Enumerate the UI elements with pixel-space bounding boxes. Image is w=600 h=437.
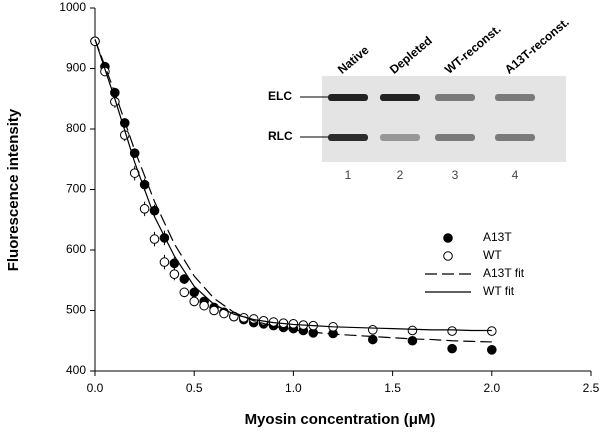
y-tick-label: 400	[66, 363, 86, 377]
data-point	[407, 335, 418, 346]
data-point	[367, 325, 378, 335]
data-point	[179, 287, 190, 298]
fit-line	[94, 39, 492, 343]
x-tick-label: 2.5	[583, 381, 600, 395]
data-point	[159, 233, 170, 243]
data-point	[189, 296, 199, 307]
y-tick-label: 500	[66, 303, 86, 317]
legend-label: WT	[483, 248, 502, 262]
x-tick-label: 1.5	[384, 381, 401, 395]
y-tick-label: 1000	[59, 0, 86, 14]
gel-band	[495, 134, 535, 141]
data-point	[199, 300, 209, 311]
gel-band	[380, 134, 420, 141]
data-point	[447, 326, 457, 336]
data-point	[407, 325, 418, 336]
gel-band	[328, 94, 368, 101]
gel-band	[495, 94, 535, 101]
gel-column-label: Depleted	[387, 33, 435, 76]
data-point	[209, 305, 219, 316]
gel-lane-number: 4	[512, 168, 519, 182]
gel-lane-number: 3	[452, 168, 459, 182]
gel-lane-number: 1	[345, 168, 352, 182]
legend-marker	[443, 233, 453, 243]
gel-lane-number: 2	[397, 168, 404, 182]
data-point	[169, 269, 180, 280]
gel-row-label: ELC	[268, 89, 292, 103]
gel-column-label: Native	[335, 43, 372, 77]
x-tick-label: 1.0	[285, 381, 302, 395]
data-point	[159, 257, 170, 267]
data-point	[487, 326, 497, 336]
x-tick-label: 0.0	[87, 381, 104, 395]
gel-band	[328, 134, 368, 141]
x-axis-title: Myosin concentration (μM)	[245, 411, 436, 428]
gel-band	[435, 134, 475, 141]
gel-band	[435, 94, 475, 101]
gel-band	[380, 94, 420, 101]
data-point	[447, 343, 457, 354]
fit-line	[94, 39, 492, 332]
legend-label: A13T fit	[483, 266, 525, 280]
gel-row-label: RLC	[268, 129, 293, 143]
gel-column-label: A13T-reconst.	[502, 15, 572, 77]
data-point	[149, 234, 160, 244]
data-point	[487, 345, 497, 355]
data-point	[139, 204, 150, 214]
y-tick-label: 700	[66, 182, 86, 196]
legend-label: WT fit	[483, 284, 515, 298]
y-tick-label: 900	[66, 61, 86, 75]
data-point	[179, 274, 190, 284]
legend-marker	[443, 251, 453, 261]
gel-image	[322, 76, 566, 162]
x-tick-label: 2.0	[483, 381, 500, 395]
x-tick-label: 0.5	[186, 381, 203, 395]
y-tick-label: 600	[66, 242, 86, 256]
legend-label: A13T	[483, 230, 512, 244]
data-point	[367, 334, 378, 345]
y-axis-title: Fluorescence intensity	[5, 108, 22, 271]
y-tick-label: 800	[66, 121, 86, 135]
gel-column-label: WT-reconst.	[442, 22, 504, 77]
